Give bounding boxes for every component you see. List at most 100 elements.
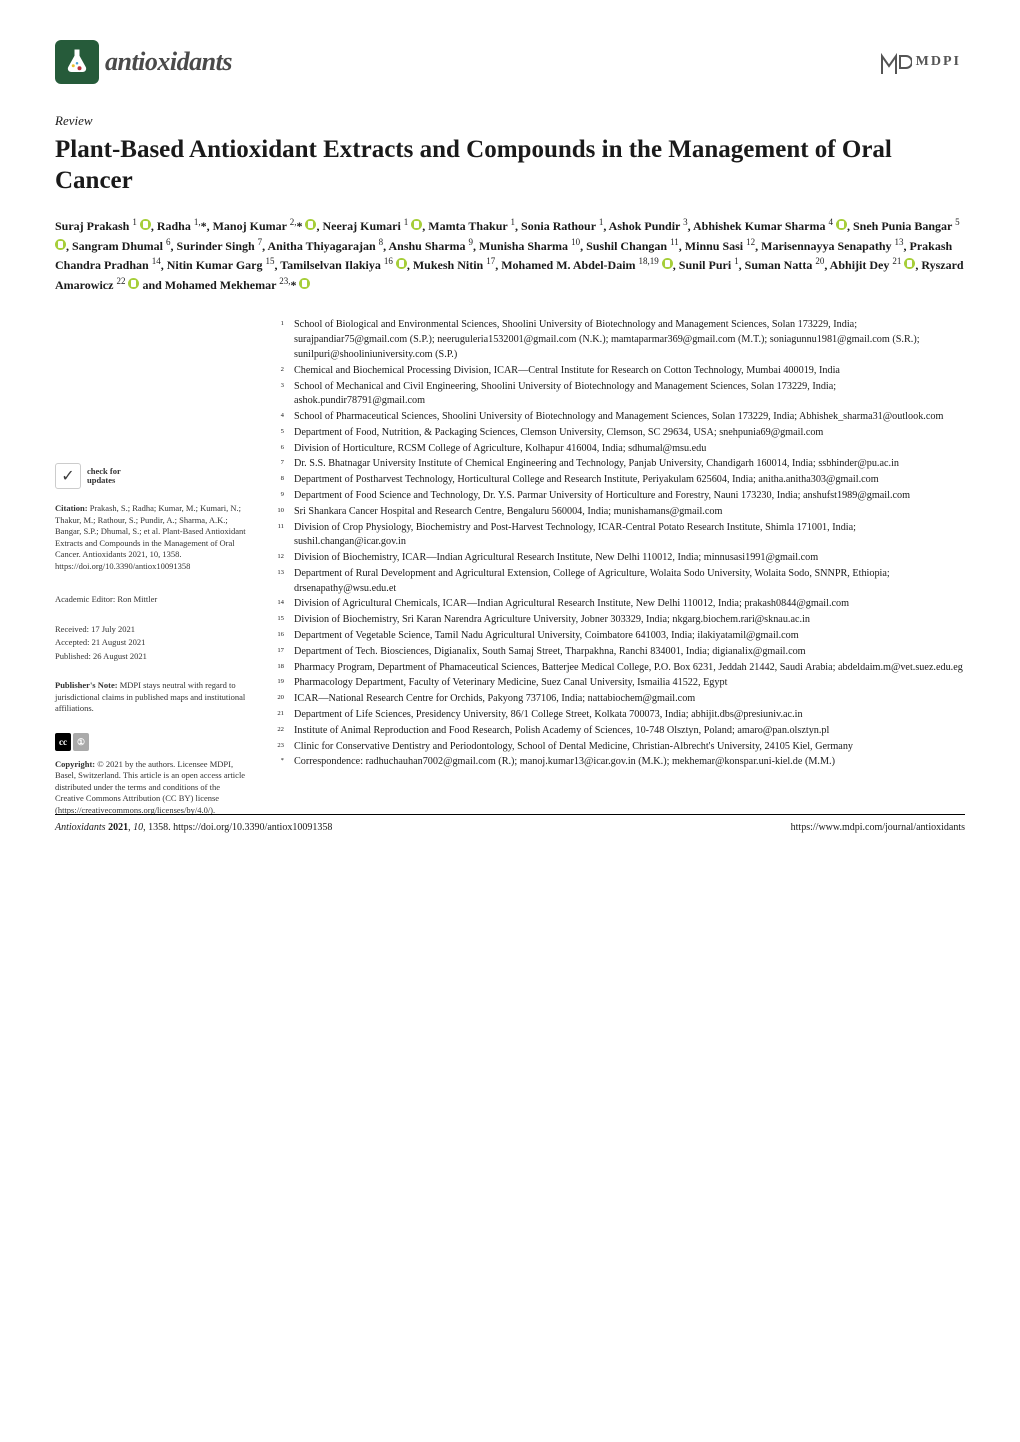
orcid-icon — [305, 219, 316, 230]
affiliation-number: 13 — [270, 567, 284, 597]
by-icon: ① — [73, 733, 89, 751]
affiliation-number: 5 — [270, 426, 284, 441]
flask-icon — [55, 40, 99, 84]
citation-block: Citation: Prakash, S.; Radha; Kumar, M.;… — [55, 503, 250, 572]
affiliation-text: Dr. S.S. Bhatnagar University Institute … — [294, 457, 965, 472]
affiliation-text: School of Mechanical and Civil Engineeri… — [294, 380, 965, 410]
affiliation-item: 1School of Biological and Environmental … — [270, 318, 965, 362]
affiliation-text: Pharmacology Department, Faculty of Vete… — [294, 676, 965, 691]
affiliation-number: 16 — [270, 629, 284, 644]
check-updates-text: check forupdates — [87, 467, 121, 486]
affiliation-item: 11Division of Crop Physiology, Biochemis… — [270, 521, 965, 551]
affiliation-item: 4 School of Pharmaceutical Sciences, Shoo… — [270, 410, 965, 425]
affiliation-item: 23 Clinic for Conservative Dentistry and … — [270, 740, 965, 755]
affiliation-number: 15 — [270, 613, 284, 628]
affiliation-number: 21 — [270, 708, 284, 723]
journal-name: antioxidants — [105, 44, 232, 79]
cc-icon: cc — [55, 733, 71, 751]
published-label: Published: — [55, 651, 91, 661]
cc-badge: cc ① — [55, 733, 250, 751]
affiliation-item: 2Chemical and Biochemical Processing Div… — [270, 364, 965, 379]
affiliation-item: 19 Pharmacology Department, Faculty of Ve… — [270, 676, 965, 691]
orcid-icon — [411, 219, 422, 230]
affiliation-text: ICAR—National Research Centre for Orchid… — [294, 692, 965, 707]
affiliation-number: 10 — [270, 505, 284, 520]
affiliation-text: Division of Biochemistry, ICAR—Indian Ag… — [294, 551, 965, 566]
editor-block: Academic Editor: Ron Mittler — [55, 594, 250, 605]
check-icon: ✓ — [55, 463, 81, 489]
orcid-icon — [396, 258, 407, 269]
publisher-name: MDPI — [916, 53, 961, 72]
affiliation-text: School of Biological and Environmental S… — [294, 318, 965, 362]
affiliation-number: * — [270, 755, 284, 770]
affiliation-text: Department of Food, Nutrition, & Packagi… — [294, 426, 965, 441]
received-label: Received: — [55, 624, 89, 634]
affiliation-number: 19 — [270, 676, 284, 691]
received-date: 17 July 2021 — [91, 624, 135, 634]
affiliation-text: Pharmacy Program, Department of Phamaceu… — [294, 661, 965, 676]
affiliation-text: Division of Biochemistry, Sri Karan Nare… — [294, 613, 965, 628]
affiliation-number: 9 — [270, 489, 284, 504]
affiliation-item: 8 Department of Postharvest Technology, H… — [270, 473, 965, 488]
affiliation-number: 1 — [270, 318, 284, 362]
orcid-icon — [904, 258, 915, 269]
affiliation-text: Institute of Animal Reproduction and Foo… — [294, 724, 965, 739]
editor-name: Ron Mittler — [117, 594, 157, 604]
affiliation-number: 2 — [270, 364, 284, 379]
affiliation-text: Clinic for Conservative Dentistry and Pe… — [294, 740, 965, 755]
citation-text: Prakash, S.; Radha; Kumar, M.; Kumari, N… — [55, 503, 246, 570]
dates-block: Received: 17 July 2021 Accepted: 21 Augu… — [55, 624, 250, 662]
affiliation-text: Department of Vegetable Science, Tamil N… — [294, 629, 965, 644]
affiliation-item: 7 Dr. S.S. Bhatnagar University Institute… — [270, 457, 965, 472]
author-list: Suraj Prakash 1 , Radha 1,*, Manoj Kumar… — [55, 216, 965, 294]
affiliation-number: 17 — [270, 645, 284, 660]
orcid-icon — [140, 219, 151, 230]
editor-label: Academic Editor: — [55, 594, 115, 604]
orcid-icon — [836, 219, 847, 230]
affiliation-text: Department of Rural Development and Agri… — [294, 567, 965, 597]
affiliation-number: 3 — [270, 380, 284, 410]
affiliation-number: 8 — [270, 473, 284, 488]
orcid-icon — [128, 278, 139, 289]
affiliation-item: 14 Division of Agricultural Chemicals, IC… — [270, 597, 965, 612]
affiliation-item: 5 Department of Food, Nutrition, & Packag… — [270, 426, 965, 441]
publishers-note-label: Publisher's Note: — [55, 680, 118, 690]
publishers-note-block: Publisher's Note: MDPI stays neutral wit… — [55, 680, 250, 714]
affiliation-item: 6Division of Horticulture, RCSM College … — [270, 442, 965, 457]
affiliation-text: School of Pharmaceutical Sciences, Shool… — [294, 410, 965, 425]
affiliation-text: Department of Food Science and Technolog… — [294, 489, 965, 504]
affiliation-item: 18Pharmacy Program, Department of Phamac… — [270, 661, 965, 676]
affiliation-text: Department of Postharvest Technology, Ho… — [294, 473, 965, 488]
affiliation-item: 9 Department of Food Science and Technolo… — [270, 489, 965, 504]
affiliation-item: 16 Department of Vegetable Science, Tamil… — [270, 629, 965, 644]
affiliation-item: 20 ICAR—National Research Centre for Orch… — [270, 692, 965, 707]
affiliation-text: Division of Horticulture, RCSM College o… — [294, 442, 965, 457]
affiliation-number: 22 — [270, 724, 284, 739]
published-date: 26 August 2021 — [93, 651, 147, 661]
affiliation-number: 23 — [270, 740, 284, 755]
affiliations-list: 1School of Biological and Environmental … — [270, 318, 965, 771]
header-row: antioxidants MDPI — [55, 40, 965, 84]
orcid-icon — [299, 278, 310, 289]
accepted-date: 21 August 2021 — [92, 637, 146, 647]
affiliation-number: 7 — [270, 457, 284, 472]
affiliation-item: 12Division of Biochemistry, ICAR—Indian … — [270, 551, 965, 566]
check-updates-badge[interactable]: ✓ check forupdates — [55, 463, 250, 489]
accepted-label: Accepted: — [55, 637, 89, 647]
affiliation-item: *Correspondence: radhuchauhan7002@gmail.… — [270, 755, 965, 770]
journal-badge: antioxidants — [55, 40, 232, 84]
orcid-icon — [662, 258, 673, 269]
page-footer: Antioxidants 2021, 10, 1358. https://doi… — [55, 814, 965, 835]
affiliation-item: 3 School of Mechanical and Civil Engineer… — [270, 380, 965, 410]
affiliation-number: 14 — [270, 597, 284, 612]
affiliation-number: 20 — [270, 692, 284, 707]
article-title: Plant-Based Antioxidant Extracts and Com… — [55, 134, 965, 197]
affiliation-item: 22 Institute of Animal Reproduction and F… — [270, 724, 965, 739]
citation-label: Citation: — [55, 503, 88, 513]
affiliation-item: 17Department of Tech. Biosciences, Digia… — [270, 645, 965, 660]
affiliation-text: Division of Crop Physiology, Biochemistr… — [294, 521, 965, 551]
affiliation-text: Division of Agricultural Chemicals, ICAR… — [294, 597, 965, 612]
affiliation-text: Sri Shankara Cancer Hospital and Researc… — [294, 505, 965, 520]
affiliation-item: 21Department of Life Sciences, Presidenc… — [270, 708, 965, 723]
affiliation-number: 4 — [270, 410, 284, 425]
